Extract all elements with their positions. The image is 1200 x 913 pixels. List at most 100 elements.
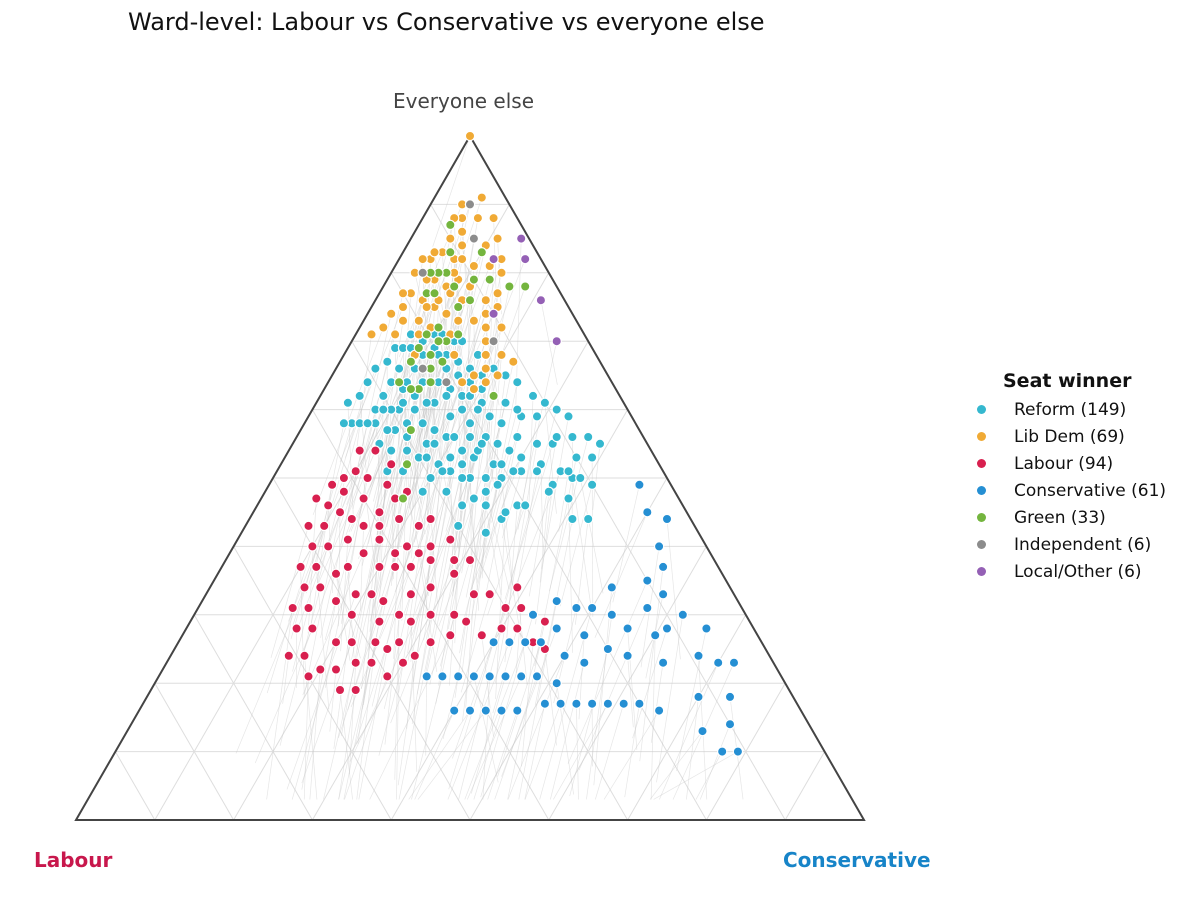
data-point	[425, 609, 436, 621]
shift-line	[383, 594, 412, 709]
shift-line	[411, 614, 431, 725]
data-point	[488, 637, 499, 648]
data-point	[453, 520, 464, 532]
shift-line	[355, 566, 412, 744]
shift-line	[435, 238, 475, 461]
legend-title: Seat winner	[1003, 370, 1132, 392]
data-point	[299, 650, 310, 662]
data-point	[492, 233, 503, 244]
shift-line	[461, 218, 470, 340]
shift-line	[495, 512, 506, 699]
data-point	[425, 377, 436, 388]
shift-line	[426, 525, 459, 672]
shift-line	[540, 464, 544, 556]
data-point	[468, 383, 480, 395]
data-point	[453, 671, 464, 682]
shift-line	[432, 135, 471, 247]
data-point	[378, 595, 389, 607]
data-point	[594, 438, 606, 449]
gridline	[154, 204, 510, 821]
data-point	[520, 281, 531, 292]
data-point	[330, 664, 342, 675]
data-point	[401, 459, 413, 470]
shift-line	[338, 689, 357, 800]
shift-line	[473, 676, 499, 783]
shift-line	[343, 601, 384, 800]
data-point	[543, 486, 555, 497]
data-point	[405, 383, 417, 395]
data-point	[512, 705, 523, 716]
data-point	[468, 274, 480, 285]
shift-line	[320, 423, 368, 638]
data-point	[657, 561, 669, 573]
shift-line	[442, 252, 448, 346]
data-point	[606, 609, 618, 621]
shift-line	[303, 676, 309, 800]
data-point	[307, 541, 318, 552]
data-point	[456, 500, 468, 511]
shift-line	[398, 642, 431, 800]
data-point	[480, 377, 491, 388]
data-point	[500, 397, 511, 408]
data-point	[539, 397, 551, 408]
shift-line	[695, 751, 723, 800]
data-point	[413, 548, 424, 559]
shift-line	[632, 628, 668, 739]
shift-line	[340, 423, 376, 625]
shift-line	[424, 539, 451, 679]
shift-line	[656, 614, 684, 783]
data-point	[531, 411, 543, 422]
shift-line	[612, 484, 640, 603]
shift-line	[414, 354, 439, 463]
data-point	[653, 541, 665, 552]
data-point	[397, 657, 409, 668]
shift-line	[393, 382, 439, 561]
data-point	[417, 253, 428, 265]
data-point	[378, 322, 389, 333]
shift-line	[303, 491, 345, 699]
data-point	[354, 445, 365, 456]
shift-line	[397, 560, 431, 786]
shift-line	[528, 436, 558, 597]
data-point	[551, 404, 562, 415]
data-point	[516, 452, 527, 463]
data-point	[456, 459, 468, 470]
data-point	[326, 479, 338, 490]
data-point	[445, 411, 456, 422]
data-point	[650, 630, 661, 641]
shift-line	[339, 689, 353, 800]
data-point	[370, 363, 381, 374]
shift-line	[504, 505, 518, 663]
data-point	[323, 541, 334, 552]
shift-line	[624, 703, 640, 798]
data-point	[437, 671, 448, 682]
shift-line	[359, 395, 367, 472]
shift-line	[498, 409, 558, 628]
data-point	[350, 466, 361, 477]
shift-line	[544, 648, 557, 746]
shift-line	[559, 484, 593, 607]
data-point	[571, 602, 582, 614]
data-point	[622, 650, 633, 662]
axis-label-everyone-else: Everyone else	[393, 89, 534, 113]
shift-line	[410, 471, 451, 662]
shift-line	[487, 710, 518, 800]
shift-line	[593, 587, 613, 786]
shift-line	[541, 416, 569, 570]
shift-line	[348, 662, 357, 775]
data-point	[535, 295, 547, 306]
data-point	[476, 438, 487, 449]
shift-line	[396, 642, 400, 800]
data-point	[500, 602, 511, 614]
data-point	[342, 397, 354, 408]
shift-line	[291, 642, 337, 800]
data-point	[433, 322, 444, 333]
data-point	[472, 212, 484, 224]
shift-line	[449, 505, 463, 686]
data-point	[389, 329, 401, 340]
legend-label: Independent (6)	[1014, 534, 1152, 555]
data-point	[464, 705, 476, 716]
data-point	[358, 520, 369, 532]
data-point	[512, 404, 523, 415]
data-point	[697, 725, 708, 737]
